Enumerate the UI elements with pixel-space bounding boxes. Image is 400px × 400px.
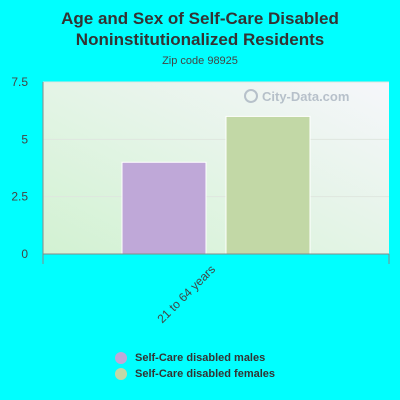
legend: Self-Care disabled males Self-Care disab… bbox=[115, 350, 275, 382]
x-tick-labels: 21 to 64 years bbox=[154, 262, 218, 326]
plot-area bbox=[43, 82, 389, 254]
chart-title: Age and Sex of Self-Care Disabled Nonins… bbox=[0, 8, 400, 50]
chart-title-line-2: Noninstitutionalized Residents bbox=[75, 30, 325, 49]
chart-subtitle: Zip code 98925 bbox=[162, 55, 238, 67]
legend-item-males: Self-Care disabled males bbox=[115, 350, 275, 366]
y-tick-label: 7.5 bbox=[11, 75, 28, 89]
watermark: City-Data.com bbox=[244, 89, 349, 104]
x-tick-label: 21 to 64 years bbox=[154, 262, 218, 326]
legend-item-females: Self-Care disabled females bbox=[115, 366, 275, 382]
y-tick-labels: 7.5 5 2.5 0 bbox=[11, 75, 28, 261]
legend-label-males: Self-Care disabled males bbox=[135, 352, 266, 364]
legend-label-females: Self-Care disabled females bbox=[135, 368, 276, 380]
legend-swatch-females bbox=[115, 368, 127, 380]
bar-females bbox=[225, 115, 311, 255]
legend-swatch-males bbox=[115, 352, 127, 364]
y-tick-label: 0 bbox=[21, 247, 28, 261]
bars bbox=[121, 115, 311, 255]
y-tick-label: 5 bbox=[21, 132, 28, 146]
watermark-text: City-Data.com bbox=[262, 89, 349, 104]
chart-title-line-1: Age and Sex of Self-Care Disabled bbox=[61, 9, 339, 28]
y-tick-label: 2.5 bbox=[11, 190, 28, 204]
watermark-logo-icon bbox=[244, 89, 258, 103]
bar-males bbox=[121, 161, 207, 255]
